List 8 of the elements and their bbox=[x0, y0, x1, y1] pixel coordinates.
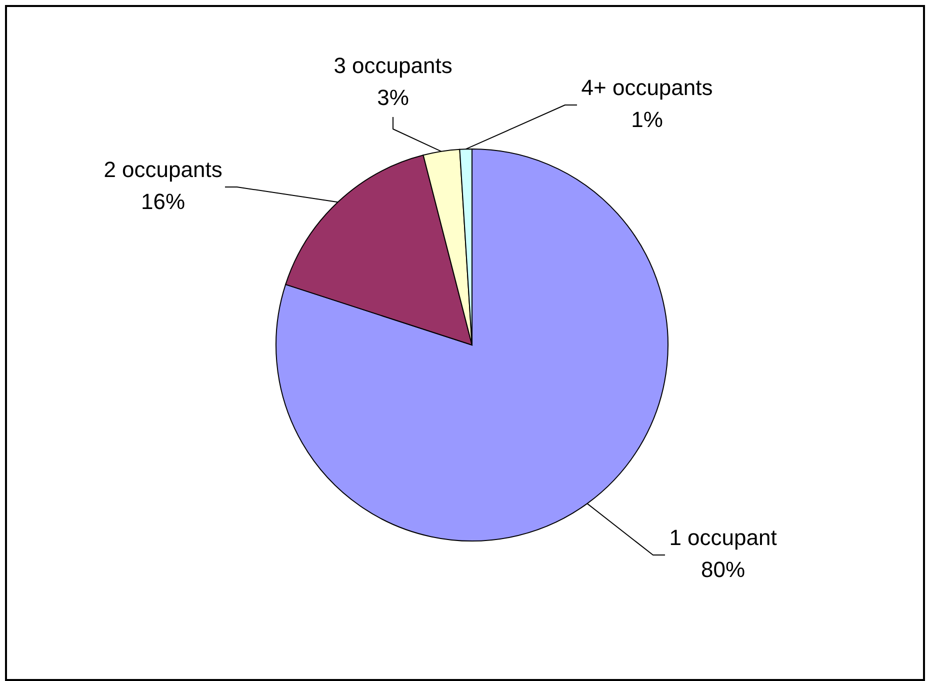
data-label: 1% bbox=[631, 107, 663, 132]
data-label: 16% bbox=[140, 189, 186, 214]
slice-label: 2 occupants bbox=[104, 157, 222, 182]
slice-label: 3 occupants bbox=[334, 53, 452, 78]
data-label: 3% bbox=[377, 85, 409, 110]
slice-label: 4+ occupants bbox=[581, 75, 713, 100]
data-label: 80% bbox=[700, 557, 746, 582]
slice-label: 1 occupant bbox=[669, 525, 777, 550]
